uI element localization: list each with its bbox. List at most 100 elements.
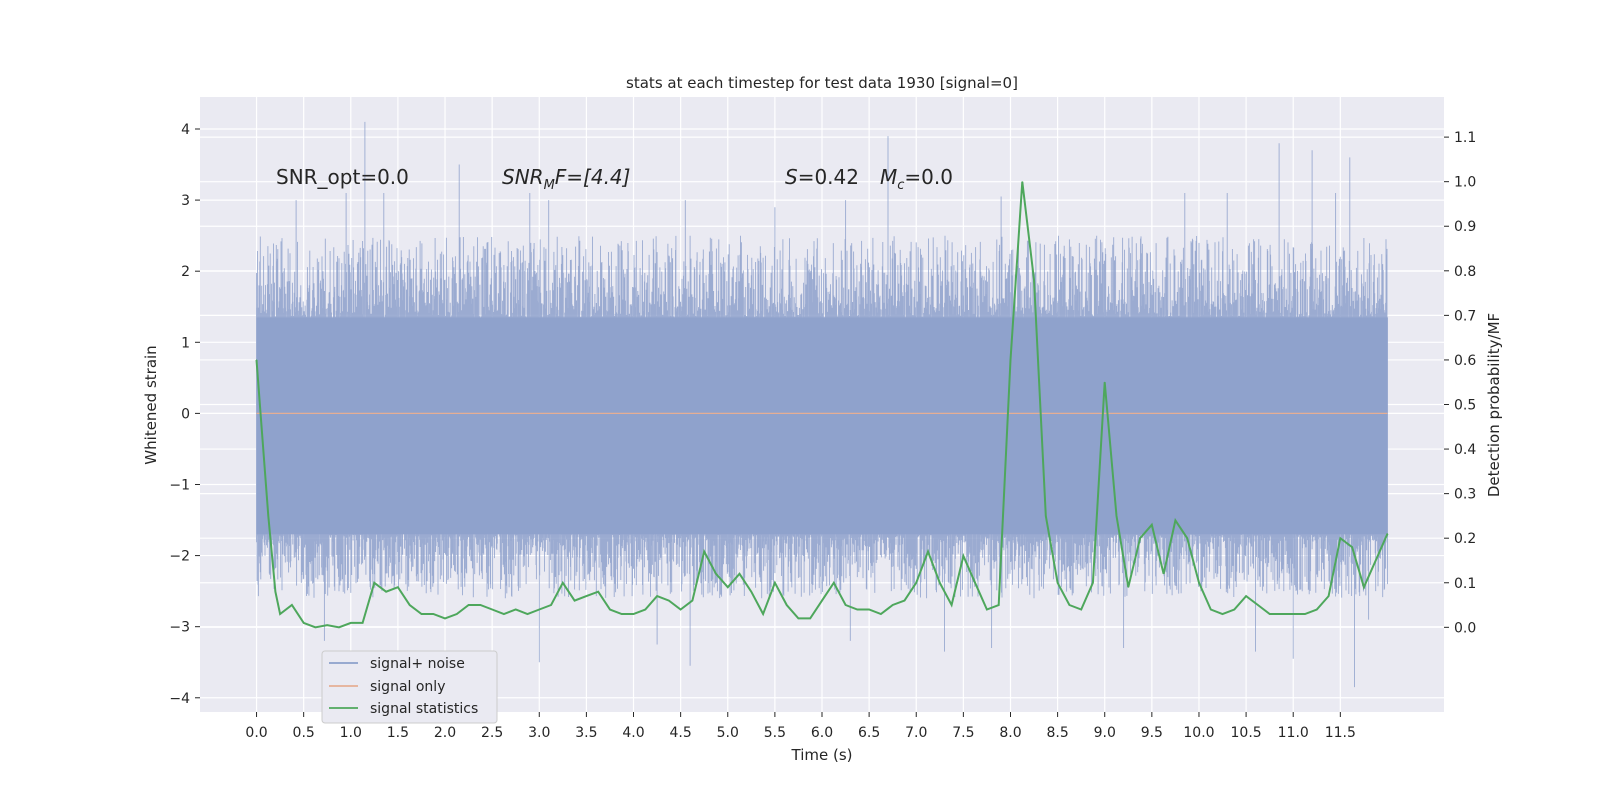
signal-statistics-point xyxy=(1057,582,1059,584)
signal-statistics-point xyxy=(397,586,399,588)
annotation-mc: Mc=0.0 xyxy=(880,165,953,193)
signal-statistics-point xyxy=(479,604,481,606)
signal-statistics-line xyxy=(255,181,1389,629)
chart-title: stats at each timestep for test data 193… xyxy=(626,74,1018,92)
y-left-tick-label: 0 xyxy=(181,406,190,422)
y-left-tick-label: 1 xyxy=(181,335,190,351)
signal-statistics-point xyxy=(927,551,929,553)
y-right-tick-label: 1.1 xyxy=(1454,130,1476,146)
y-left-tick-label: 4 xyxy=(181,122,190,138)
signal-statistics-point xyxy=(1257,604,1259,606)
signal-statistics-point xyxy=(1080,609,1082,610)
y-right-tick-label: 0.1 xyxy=(1454,576,1476,592)
y-right-tick-label: 0.5 xyxy=(1454,398,1476,414)
series-signal-noise xyxy=(256,121,1388,688)
signal-statistics-point xyxy=(279,613,281,615)
signal-statistics-point xyxy=(668,600,670,602)
x-tick-label: 2.5 xyxy=(481,725,503,741)
signal-statistics-point xyxy=(1304,613,1306,615)
signal-statistics-point xyxy=(1233,609,1235,610)
y-axis-left: 4 3 2 1 0 −1 −2 −3 −4 xyxy=(169,122,200,707)
x-tick-label: 10.0 xyxy=(1183,725,1214,741)
x-tick-label: 11.5 xyxy=(1325,725,1356,741)
y-axis-right-label: Detection probability/MF xyxy=(1485,313,1503,497)
signal-statistics-point xyxy=(656,595,658,597)
signal-statistics-point xyxy=(727,586,729,588)
signal-statistics-point xyxy=(574,600,576,602)
signal-statistics-point xyxy=(821,600,823,602)
signal-statistics-point xyxy=(621,613,623,615)
x-tick-label: 5.0 xyxy=(717,725,739,741)
y-left-tick-label: −1 xyxy=(169,477,190,493)
signal-statistics-point xyxy=(1068,604,1070,606)
y-left-tick-label: 3 xyxy=(181,193,190,209)
signal-statistics-point xyxy=(515,609,517,610)
signal-statistics-point xyxy=(786,604,788,606)
x-tick-label: 4.5 xyxy=(670,725,692,741)
signal-statistics-point xyxy=(1292,613,1294,615)
signal-statistics-point xyxy=(856,609,858,610)
signal-statistics-point xyxy=(456,613,458,615)
signal-statistics-point xyxy=(1104,381,1106,383)
y-right-tick-label: 0.4 xyxy=(1454,442,1476,458)
signal-statistics-point xyxy=(1116,515,1117,517)
signal-statistics-point xyxy=(962,555,964,557)
signal-statistics-point xyxy=(274,591,276,593)
signal-statistics-point xyxy=(550,604,552,606)
legend-box xyxy=(321,650,498,724)
signal-statistics-point xyxy=(303,622,305,624)
y-right-tick-label: 0.8 xyxy=(1454,264,1476,280)
y-left-tick-label: −2 xyxy=(169,549,190,565)
signal-statistics-point xyxy=(951,604,953,606)
signal-statistics-point xyxy=(691,600,693,602)
y-right-tick-label: 0.3 xyxy=(1454,487,1476,503)
x-tick-label: 6.5 xyxy=(858,725,880,741)
x-tick-label: 11.0 xyxy=(1278,725,1309,741)
signal-statistics-point xyxy=(538,609,540,610)
signal-statistics-point xyxy=(703,551,705,553)
signal-statistics-point xyxy=(1269,613,1271,615)
y-axis-right: 1.1 1.0 0.9 0.8 0.7 0.6 0.5 0.4 0.3 0.2 0.1 0.0 xyxy=(1444,130,1476,636)
x-tick-label: 10.5 xyxy=(1231,725,1262,741)
x-tick-label: 7.5 xyxy=(952,725,974,741)
legend-label-signal-noise: signal+ noise xyxy=(370,656,465,672)
signal-statistics-point xyxy=(880,613,882,615)
annotation-snr-opt: SNR_opt=0.0 xyxy=(276,165,409,189)
signal-statistics-point xyxy=(527,613,528,615)
y-left-tick-label: −4 xyxy=(169,691,190,707)
signal-statistics-point xyxy=(1387,533,1388,535)
signal-statistics-point xyxy=(1092,582,1094,584)
signal-statistics-point xyxy=(1210,609,1212,610)
signal-statistics-point xyxy=(715,573,717,575)
signal-statistics-point xyxy=(444,617,446,619)
signal-statistics-point xyxy=(385,591,387,593)
signal-statistics-point xyxy=(1033,279,1035,281)
signal-statistics-point xyxy=(1163,573,1165,575)
signal-statistics-point xyxy=(1339,537,1341,539)
signal-statistics-point xyxy=(1198,582,1200,584)
signal-statistics-point xyxy=(986,609,988,610)
signal-statistics-point xyxy=(868,609,870,610)
legend: signal+ noise signal only signal statist… xyxy=(321,650,498,724)
x-tick-label: 3.0 xyxy=(528,725,550,741)
y-right-tick-label: 1.0 xyxy=(1454,175,1476,191)
signal-statistics-point xyxy=(597,591,599,593)
signal-statistics-point xyxy=(739,573,740,575)
x-tick-label: 1.5 xyxy=(387,725,409,741)
y-right-tick-label: 0.0 xyxy=(1454,620,1476,636)
annotation-snr-mf: SNRMF=[4.4] xyxy=(502,165,630,193)
signal-statistics-point xyxy=(267,515,269,517)
x-axis: 0.0 0.5 1.0 1.5 2.0 2.5 3.0 3.5 4.0 4.5 5.0 5.5 6.0 6… xyxy=(245,712,1356,741)
signal-statistics-point xyxy=(432,613,434,615)
y-left-tick-label: 2 xyxy=(181,264,190,280)
signal-statistics-point xyxy=(1021,181,1023,183)
signal-statistics-point xyxy=(1328,595,1330,597)
signal-statistics-point xyxy=(845,604,847,606)
x-tick-label: 1.0 xyxy=(340,725,362,741)
x-axis-label: Time (s) xyxy=(791,746,853,764)
signal-statistics-point xyxy=(421,613,422,615)
signal-statistics-point xyxy=(562,582,564,584)
signal-statistics-point xyxy=(974,582,976,584)
signal-statistics-point xyxy=(998,604,1000,606)
signal-statistics-point xyxy=(939,582,941,584)
